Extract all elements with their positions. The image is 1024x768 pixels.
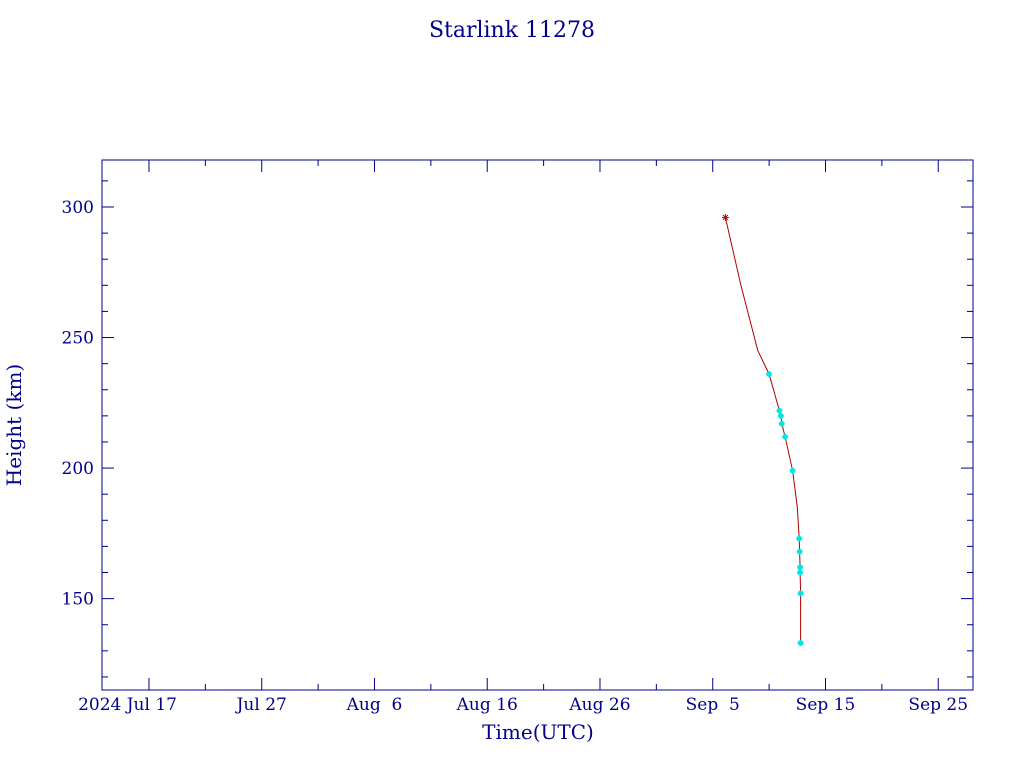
x-tick-label: Sep 15 — [796, 695, 856, 715]
x-axis-label: Time(UTC) — [482, 720, 594, 744]
data-point-marker — [798, 590, 804, 596]
x-tick-label: Aug 16 — [456, 695, 518, 715]
data-point-marker — [790, 468, 796, 474]
axis-ticks — [102, 160, 973, 690]
x-tick-label: Jul 27 — [235, 695, 287, 715]
plot-frame — [102, 160, 973, 690]
series-markers — [766, 371, 803, 646]
y-axis-tick-labels: 150 200 250 300 — [62, 198, 94, 610]
x-tick-label: Sep 25 — [908, 695, 968, 715]
data-point-marker — [778, 413, 784, 419]
start-marker — [722, 214, 729, 221]
x-tick-label: Sep 5 — [686, 695, 740, 715]
data-point-marker — [796, 536, 802, 542]
x-tick-label: 2024 Jul 17 — [78, 695, 177, 715]
data-point-marker — [797, 570, 803, 576]
data-point-marker — [766, 371, 772, 377]
y-tick-label: 250 — [62, 329, 94, 349]
y-tick-label: 200 — [62, 459, 94, 479]
x-tick-label: Aug 6 — [346, 695, 403, 715]
data-point-marker — [776, 408, 782, 414]
x-tick-label: Aug 26 — [568, 695, 630, 715]
y-tick-label: 150 — [62, 590, 94, 610]
chart-title: Starlink 11278 — [429, 18, 595, 43]
data-point-marker — [798, 640, 804, 646]
x-axis-tick-labels: 2024 Jul 17 Jul 27 Aug 6 Aug 16 Aug 26 Sep 5 S… — [78, 695, 968, 715]
data-point-marker — [779, 421, 785, 427]
data-point-marker — [797, 564, 803, 570]
data-point-marker — [797, 549, 803, 555]
y-axis-label: Height (km) — [2, 364, 26, 486]
series-line — [725, 217, 800, 643]
data-point-marker — [782, 434, 788, 440]
y-tick-label: 300 — [62, 198, 94, 218]
